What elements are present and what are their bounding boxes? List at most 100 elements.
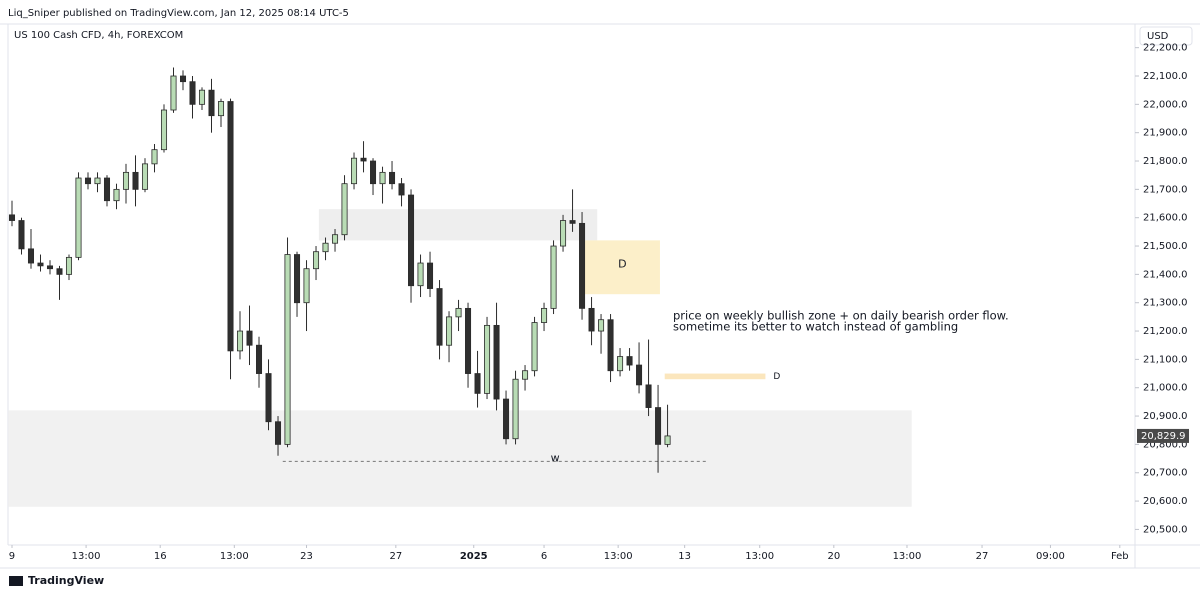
y-tick-label: 22,100.0 xyxy=(1143,71,1188,82)
candle-body xyxy=(389,171,396,185)
candle-body xyxy=(351,157,358,185)
candle-body xyxy=(132,171,139,190)
candle-body xyxy=(170,75,177,111)
x-tick-label: 13 xyxy=(678,551,691,562)
candle-body xyxy=(617,356,624,372)
zone xyxy=(664,373,766,380)
candle-body xyxy=(217,101,225,117)
zone-label: D xyxy=(773,372,780,382)
zone-label: w xyxy=(551,452,560,465)
annotation: price on weekly bullish zone + on daily … xyxy=(673,309,1009,323)
y-tick-label: 21,000.0 xyxy=(1143,383,1188,394)
candle-body xyxy=(46,265,54,270)
candle-body xyxy=(332,234,339,244)
y-tick-label: 20,800.0 xyxy=(1143,439,1188,450)
candle-body xyxy=(313,251,320,270)
x-tick-label: 13:00 xyxy=(604,551,633,562)
candle-body xyxy=(417,262,424,287)
x-tick-label: Feb xyxy=(1111,551,1129,562)
candle-body xyxy=(370,160,377,185)
candle-body xyxy=(398,183,405,196)
candle-body xyxy=(408,194,415,287)
y-tick-label: 21,800.0 xyxy=(1143,156,1188,167)
candle-body xyxy=(550,245,557,309)
symbol-title: US 100 Cash CFD, 4h, FOREXCOM xyxy=(14,30,183,41)
candle-body xyxy=(65,256,73,275)
candle-body xyxy=(208,89,215,117)
candle-body xyxy=(103,177,111,202)
candle-body xyxy=(294,254,301,304)
zone-label: D xyxy=(618,257,626,270)
candle-body xyxy=(8,214,16,221)
candle-body xyxy=(322,242,329,253)
candle-body xyxy=(18,220,25,250)
candle-body xyxy=(531,322,538,372)
x-tick-label: 20 xyxy=(827,551,840,562)
last-price-label: 20,829.9 xyxy=(1141,431,1186,442)
x-tick-label: 23 xyxy=(300,551,313,562)
y-tick-label: 20,600.0 xyxy=(1143,496,1188,507)
y-tick-label: 21,400.0 xyxy=(1143,269,1188,280)
candle-body xyxy=(275,421,282,445)
zone xyxy=(318,209,598,241)
candle-body xyxy=(579,222,586,309)
candle-body xyxy=(27,248,35,264)
currency-box[interactable] xyxy=(1139,26,1193,46)
currency[interactable]: USD xyxy=(1147,31,1169,42)
candle-body xyxy=(179,75,187,83)
y-tick-label: 22,200.0 xyxy=(1143,43,1188,54)
candle-body xyxy=(198,89,206,105)
y-tick-label: 20,500.0 xyxy=(1143,524,1188,535)
candle-body xyxy=(236,330,244,352)
x-tick-label: 09:00 xyxy=(1036,551,1065,562)
candle-body xyxy=(256,344,263,374)
candle-body xyxy=(360,157,367,162)
candle-body xyxy=(246,330,253,346)
y-tick-label: 21,200.0 xyxy=(1143,326,1188,337)
x-tick-label: 27 xyxy=(976,551,989,562)
y-tick-label: 21,700.0 xyxy=(1143,184,1188,195)
y-tick-label: 21,500.0 xyxy=(1143,241,1188,252)
candle-body xyxy=(227,101,234,352)
footer-brand: TradingView xyxy=(28,574,104,587)
candle-body xyxy=(541,307,548,323)
x-tick-label: 16 xyxy=(154,551,167,562)
candle-body xyxy=(484,324,491,394)
y-tick-label: 21,100.0 xyxy=(1143,354,1188,365)
candle-body xyxy=(427,262,434,289)
candle-body xyxy=(607,319,614,372)
candle-body xyxy=(341,183,348,236)
candle-body xyxy=(151,149,158,165)
candle-body xyxy=(265,373,272,423)
candle-body xyxy=(512,378,519,440)
y-tick-label: 20,700.0 xyxy=(1143,468,1188,479)
x-tick-label: 13:00 xyxy=(745,551,774,562)
candle-body xyxy=(436,288,443,346)
logo xyxy=(9,576,23,586)
x-tick-label: 9 xyxy=(9,551,15,562)
last-price-tag xyxy=(1137,428,1189,443)
candle-body xyxy=(569,220,576,224)
zone xyxy=(584,240,660,295)
candle-body xyxy=(446,316,453,346)
candle-body xyxy=(503,398,510,440)
annotation: sometime its better to watch instead of … xyxy=(673,320,958,334)
candle-body xyxy=(303,268,310,304)
x-tick-label: 13:00 xyxy=(220,551,249,562)
y-tick-label: 22,000.0 xyxy=(1143,99,1188,110)
candle-body xyxy=(626,356,633,366)
header: Liq_Sniper published on TradingView.com,… xyxy=(8,8,349,19)
x-tick-label: 13:00 xyxy=(893,551,922,562)
candle-body xyxy=(588,307,595,332)
candle-body xyxy=(122,171,130,190)
candle-body xyxy=(474,373,481,394)
candle-body xyxy=(141,163,149,190)
candle-body xyxy=(94,177,101,185)
x-tick-label: 27 xyxy=(389,551,402,562)
candle-body xyxy=(522,370,529,380)
candle-body xyxy=(598,319,605,332)
y-tick-label: 21,300.0 xyxy=(1143,298,1188,309)
candle-body xyxy=(160,109,168,151)
candle-body xyxy=(56,268,63,275)
